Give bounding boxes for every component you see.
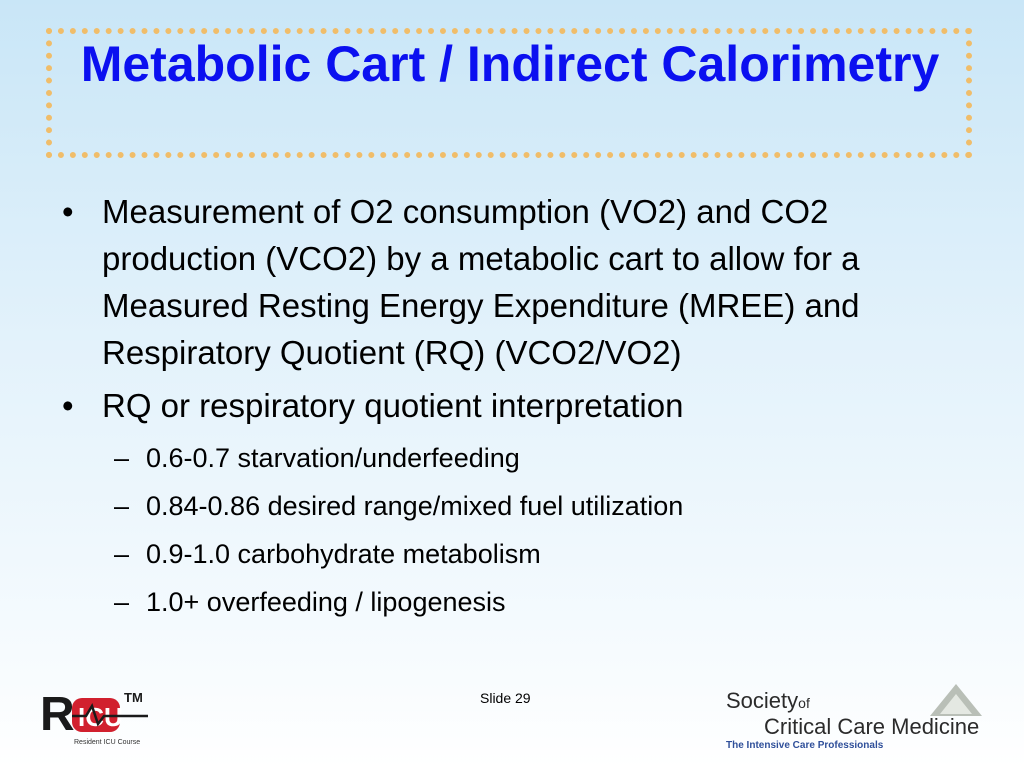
bullet-text: RQ or respiratory quotient interpretatio… <box>102 387 684 424</box>
dash-mark: – <box>114 443 130 473</box>
sub-bullet-text: 0.6-0.7 starvation/underfeeding <box>146 443 520 473</box>
ricu-logo-mark: R ICU TM Resident ICU Course <box>40 688 148 746</box>
sub-bullet-text: 0.84-0.86 desired range/mixed fuel utili… <box>146 491 684 521</box>
bullet-mark: • <box>62 387 74 424</box>
ricu-tm: TM <box>124 690 143 705</box>
bullet-text: Measurement of O2 consumption (VO2) and … <box>102 193 860 371</box>
dash-mark: – <box>114 491 130 521</box>
scm-name-line2: Critical Care Medicine <box>764 714 980 739</box>
sub-bullet-item: – 0.9-1.0 carbohydrate metabolism <box>56 535 976 573</box>
scm-logo: Societyof Critical Care Medicine The Int… <box>722 682 992 754</box>
sub-bullet-item: – 0.6-0.7 starvation/underfeeding <box>56 439 976 477</box>
sub-bullet-text: 1.0+ overfeeding / lipogenesis <box>146 587 506 617</box>
sub-bullet-text: 0.9-1.0 carbohydrate metabolism <box>146 539 541 569</box>
ricu-caption: Resident ICU Course <box>74 739 140 746</box>
sub-bullet-item: – 1.0+ overfeeding / lipogenesis <box>56 583 976 621</box>
scm-tagline: The Intensive Care Professionals <box>726 740 884 751</box>
sub-bullet-item: – 0.84-0.86 desired range/mixed fuel uti… <box>56 487 976 525</box>
slide-content: • Measurement of O2 consumption (VO2) an… <box>56 188 976 621</box>
svg-text:R: R <box>40 688 75 741</box>
dash-mark: – <box>114 539 130 569</box>
bullet-item: • RQ or respiratory quotient interpretat… <box>56 382 976 429</box>
dash-mark: – <box>114 587 130 617</box>
slide-title: Metabolic Cart / Indirect Calorimetry <box>80 36 940 92</box>
bullet-mark: • <box>62 193 74 230</box>
scm-triangle-icon <box>930 684 982 716</box>
bullet-item: • Measurement of O2 consumption (VO2) an… <box>56 188 976 376</box>
scm-name-line1: Societyof <box>726 688 810 713</box>
title-border <box>46 28 972 158</box>
ricu-logo: R ICU TM Resident ICU Course <box>38 684 178 748</box>
slide-number: Slide 29 <box>480 690 531 706</box>
